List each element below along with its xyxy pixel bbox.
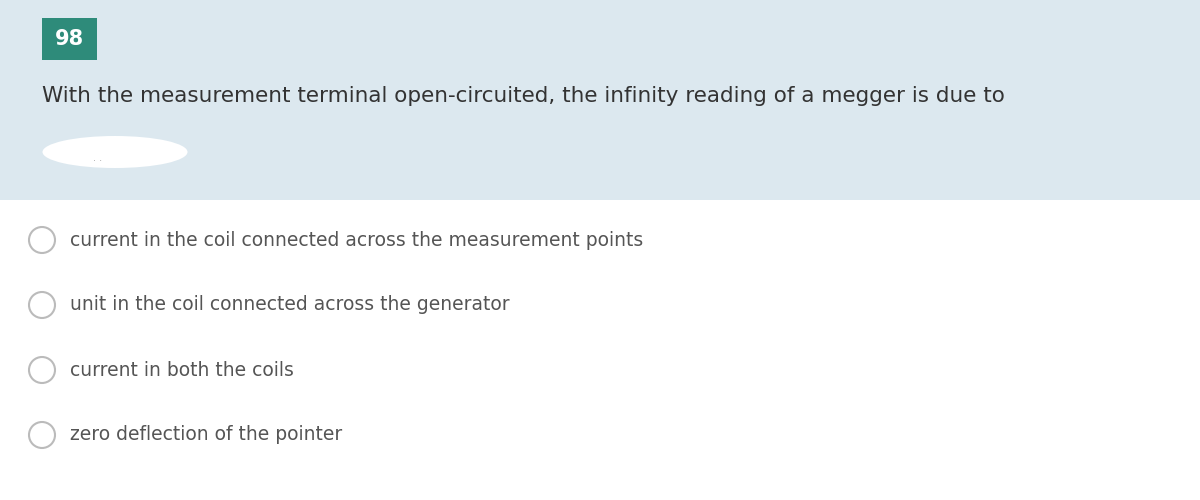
Circle shape <box>29 227 55 253</box>
Circle shape <box>29 422 55 448</box>
FancyBboxPatch shape <box>0 0 1200 200</box>
Text: zero deflection of the pointer: zero deflection of the pointer <box>70 426 342 444</box>
Text: 98: 98 <box>54 29 84 49</box>
Text: unit in the coil connected across the generator: unit in the coil connected across the ge… <box>70 296 510 314</box>
Text: With the measurement terminal open-circuited, the infinity reading of a megger i: With the measurement terminal open-circu… <box>42 86 1004 106</box>
Ellipse shape <box>42 136 187 168</box>
Text: . .: . . <box>94 153 102 163</box>
Circle shape <box>29 357 55 383</box>
FancyBboxPatch shape <box>42 18 97 60</box>
Text: current in both the coils: current in both the coils <box>70 360 294 380</box>
Text: current in the coil connected across the measurement points: current in the coil connected across the… <box>70 230 643 250</box>
Circle shape <box>29 292 55 318</box>
